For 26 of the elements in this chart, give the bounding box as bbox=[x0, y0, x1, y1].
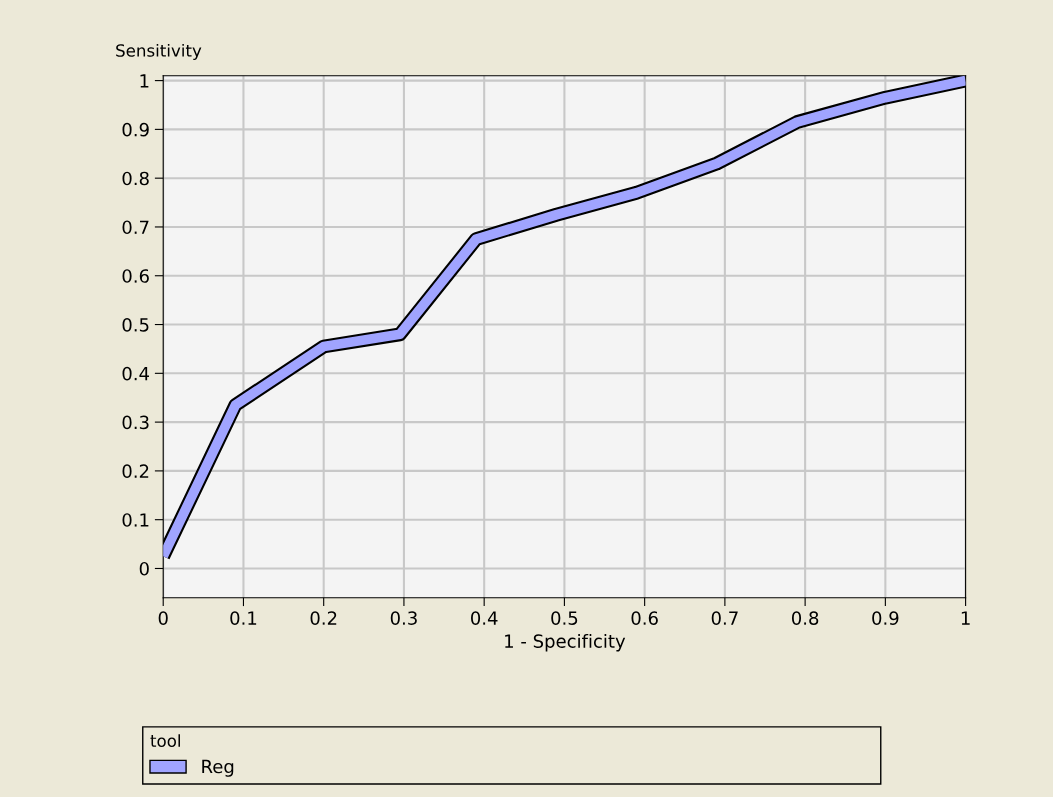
y-axis-title: Sensitivity bbox=[116, 43, 202, 61]
x-tick-label: 1 bbox=[961, 611, 970, 625]
legend-title: tool bbox=[150, 734, 180, 748]
y-tick-label: 0.1 bbox=[122, 513, 149, 527]
x-tick-label: 0.6 bbox=[631, 611, 658, 625]
y-tick-label: 0.2 bbox=[122, 464, 149, 479]
y-tick-label: 0.5 bbox=[122, 317, 149, 332]
y-tick-label: 0.9 bbox=[122, 122, 149, 137]
x-tick-label: 0.3 bbox=[390, 611, 417, 625]
x-tick-label: 0 bbox=[158, 611, 168, 625]
x-tick-label: 0.8 bbox=[791, 611, 819, 625]
y-tick-label: 0.6 bbox=[122, 269, 149, 283]
x-tick-label: 0.1 bbox=[230, 611, 257, 625]
x-tick-label: 0.9 bbox=[872, 611, 899, 625]
y-tick-label: 0.7 bbox=[122, 220, 149, 235]
y-tick-label: 1 bbox=[140, 74, 149, 88]
y-tick-label: 0.4 bbox=[122, 366, 150, 381]
x-tick-label: 0.7 bbox=[711, 611, 738, 625]
x-tick-label: 0.2 bbox=[310, 611, 337, 625]
y-tick-label: 0 bbox=[139, 561, 149, 576]
legend-label: Reg bbox=[202, 759, 234, 777]
y-tick-label: 0.8 bbox=[122, 171, 149, 186]
x-tick-label: 0.5 bbox=[551, 611, 578, 625]
x-axis-title: 1 - Specificity bbox=[505, 633, 626, 652]
x-tick-label: 0.4 bbox=[471, 611, 498, 625]
y-tick-label: 0.3 bbox=[122, 415, 149, 430]
